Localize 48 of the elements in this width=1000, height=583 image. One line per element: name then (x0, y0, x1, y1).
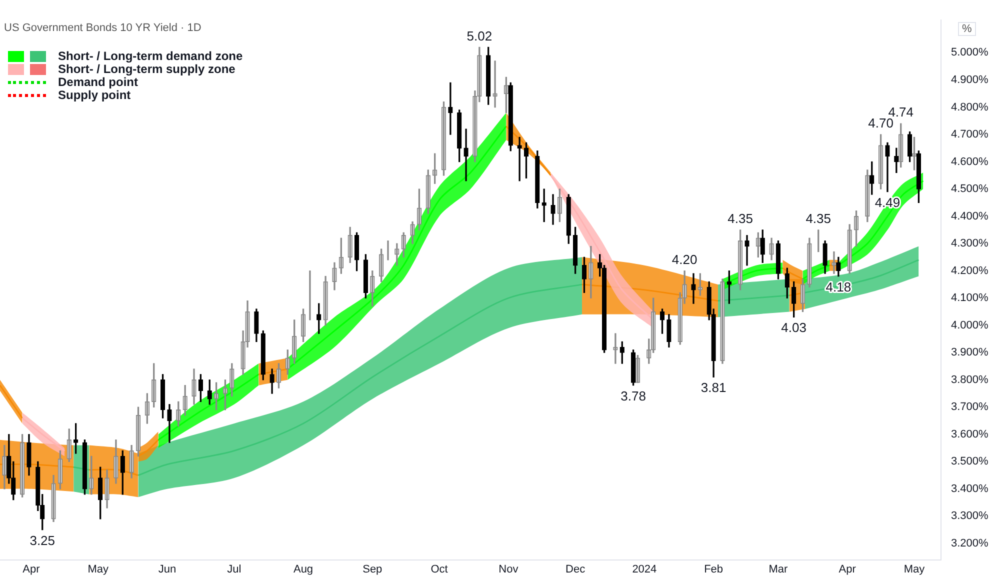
annotation: 4.18 (826, 279, 852, 294)
y-tick-label: 4.400% (951, 210, 989, 222)
x-tick-label: Jul (227, 563, 242, 576)
y-tick-label: 4.200% (951, 264, 989, 277)
annotation: 3.81 (700, 380, 726, 396)
annotation: 5.02 (466, 28, 492, 44)
x-tick-label: May (904, 563, 926, 576)
annotation: Demand point (58, 75, 138, 89)
x-tick-label: Feb (704, 563, 724, 576)
annotation: Short- / Long-term demand zone (58, 49, 243, 63)
y-tick-label: 4.900% (951, 74, 989, 86)
x-tick-label: Mar (768, 563, 788, 576)
y-tick-label: 4.500% (951, 183, 989, 196)
y-tick-label: 4.600% (951, 156, 989, 168)
x-tick-label: Nov (498, 563, 519, 576)
annotation: 4.35 (728, 211, 753, 226)
x-tick-label: May (88, 563, 110, 576)
y-axis-title: % (958, 22, 976, 36)
y-tick-label: 5.000% (951, 46, 989, 59)
x-tick-label: Apr (22, 563, 40, 576)
y-tick-label: 4.800% (951, 101, 989, 114)
annotation: Short- / Long-term supply zone (58, 62, 236, 76)
annotation: 4.20 (672, 252, 698, 267)
x-tick-label: Aug (293, 563, 314, 576)
annotation: 4.35 (806, 211, 832, 226)
annotation: 3.25 (30, 532, 56, 548)
annotation: 3.78 (620, 388, 646, 404)
y-tick-label: 3.500% (951, 456, 989, 468)
y-tick-label: 4.000% (951, 319, 989, 332)
x-tick-label: Jun (158, 563, 176, 576)
x-tick-label: Dec (566, 563, 586, 576)
x-tick-label: 2024 (632, 563, 657, 576)
y-tick-label: 3.700% (951, 401, 989, 414)
x-tick-label: Sep (362, 563, 382, 576)
y-tick-label: 3.800% (951, 374, 989, 386)
y-tick-label: 3.600% (951, 428, 989, 440)
y-tick-label: 3.200% (951, 537, 989, 550)
x-tick-label: Oct (430, 563, 448, 576)
y-tick-label: 3.900% (951, 346, 989, 359)
y-tick-label: 4.700% (951, 128, 989, 141)
y-tick-label: 4.300% (951, 238, 989, 250)
y-tick-label: 3.300% (951, 510, 989, 522)
annotation: Supply point (58, 88, 131, 102)
y-tick-label: 4.100% (951, 292, 989, 304)
annotation: 4.03 (781, 320, 806, 336)
x-tick-label: Apr (838, 563, 856, 576)
y-tick-label: 3.400% (951, 482, 989, 495)
chart-title: US Government Bonds 10 YR Yield · 1D (4, 22, 202, 34)
